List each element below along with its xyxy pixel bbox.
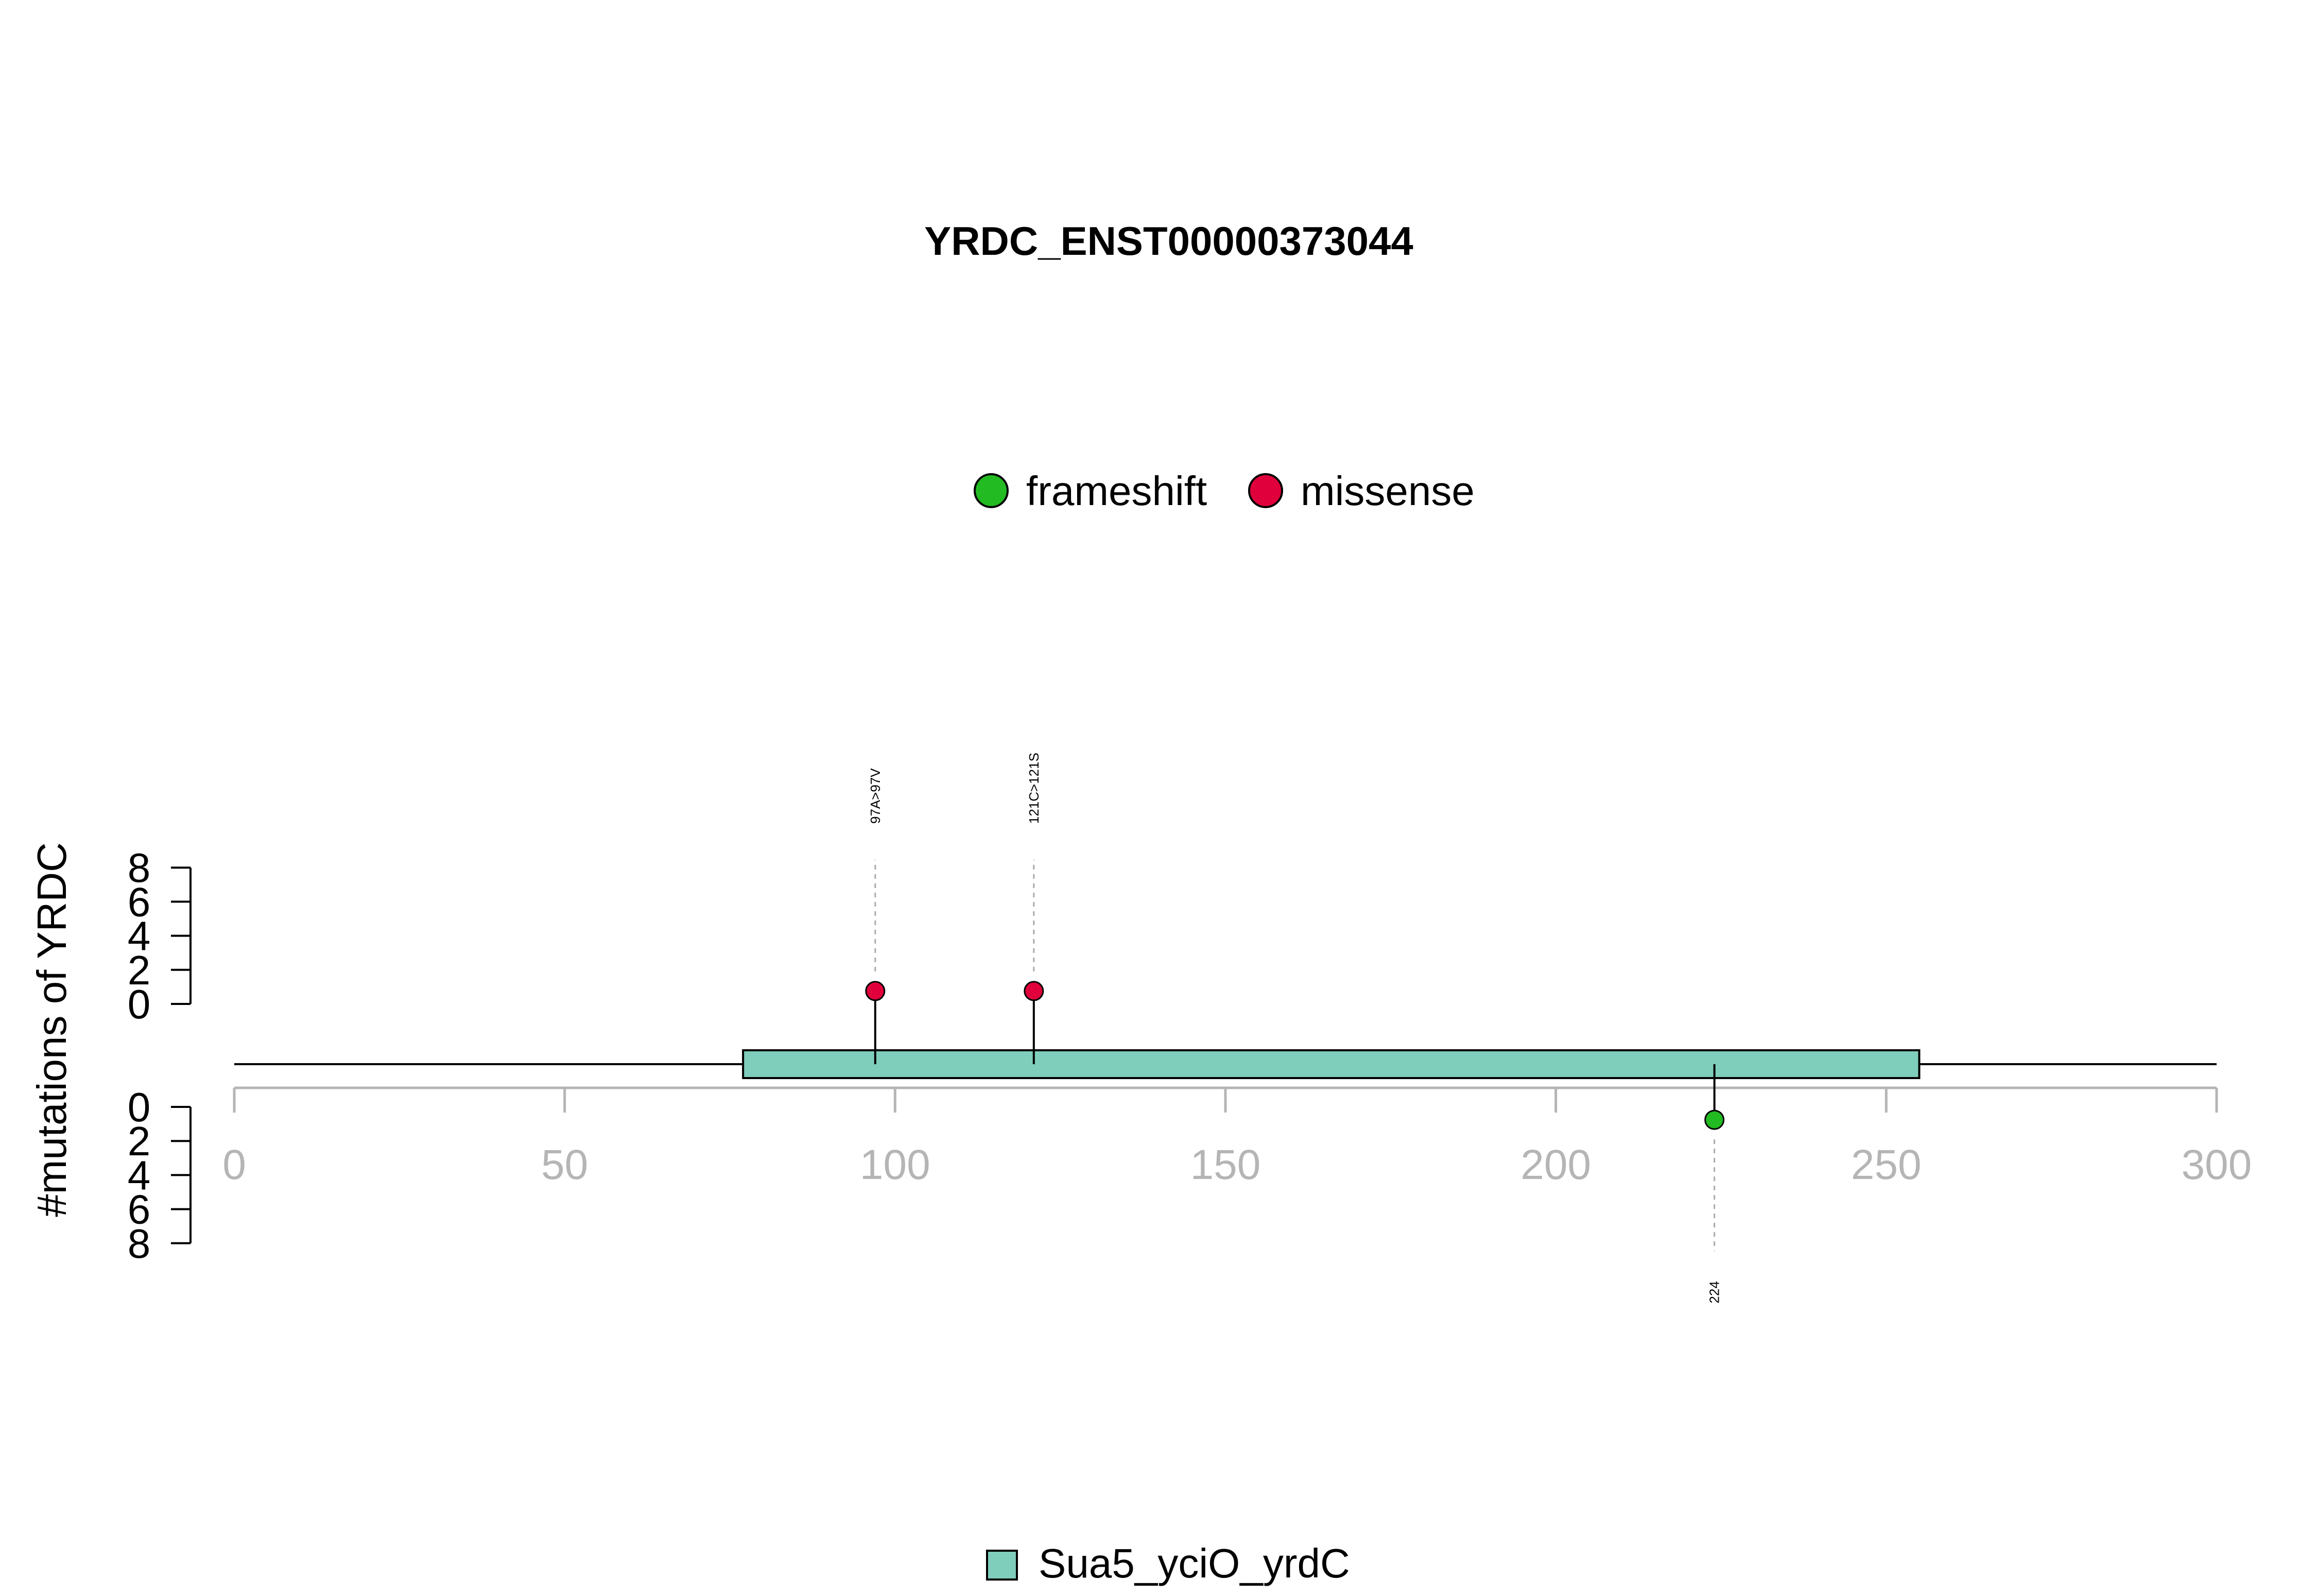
- mutation-legend: frameshift missense: [974, 468, 1475, 514]
- mutation-lollipops: 97A>97V 121C>121S 224: [865, 753, 1725, 1304]
- y-axis-label: #mutations of YRDC: [29, 842, 75, 1217]
- mutation-point-121: [1024, 981, 1044, 1001]
- y-tick-label-top: 6: [128, 879, 151, 925]
- legend-label-frameshift: frameshift: [1026, 468, 1207, 514]
- mutation-point-224: [1704, 1109, 1725, 1130]
- legend-marker-frameshift: [974, 473, 1009, 508]
- y-tick-label-bottom: 6: [128, 1187, 151, 1233]
- domain-legend: Sua5_yciO_yrdC: [986, 1540, 1350, 1586]
- legend-label-missense: missense: [1301, 468, 1475, 514]
- y-tick-label-top: 8: [128, 845, 151, 891]
- mutation-label: 121C>121S: [1026, 753, 1042, 824]
- gene-track: [234, 1049, 2217, 1079]
- x-tick-label: 50: [541, 1141, 588, 1188]
- domain-Sua5_yciO_yrdC: [742, 1049, 1921, 1079]
- y-tick-label-top: 2: [128, 947, 151, 993]
- y-tick-label-bottom: 8: [128, 1221, 151, 1267]
- y-tick-label-top: 4: [128, 913, 151, 959]
- x-tick-label: 0: [222, 1141, 246, 1188]
- y-tick-label-bottom: 4: [128, 1152, 151, 1198]
- chart-title: YRDC_ENST00000373044: [924, 218, 1413, 264]
- legend-marker-missense: [1248, 473, 1283, 508]
- x-tick-label: 300: [2182, 1141, 2252, 1188]
- x-tick-label: 150: [1190, 1141, 1261, 1188]
- x-tick-label: 200: [1520, 1141, 1591, 1188]
- x-tick-label: 100: [860, 1141, 930, 1188]
- x-tick-label: 250: [1851, 1141, 1922, 1188]
- domain-legend-swatch: [986, 1550, 1018, 1581]
- y-tick-label-top: 0: [128, 981, 151, 1027]
- mutation-label: 97A>97V: [868, 768, 883, 824]
- mutation-label: 224: [1707, 1281, 1722, 1303]
- domain-legend-label: Sua5_yciO_yrdC: [1039, 1540, 1350, 1586]
- x-axis: 0 50 100 150 200 250 300: [222, 1086, 2252, 1188]
- y-tick-label-bottom: 2: [128, 1118, 151, 1164]
- y-tick-label-bottom: 0: [128, 1084, 151, 1130]
- mutation-point-97: [865, 981, 886, 1001]
